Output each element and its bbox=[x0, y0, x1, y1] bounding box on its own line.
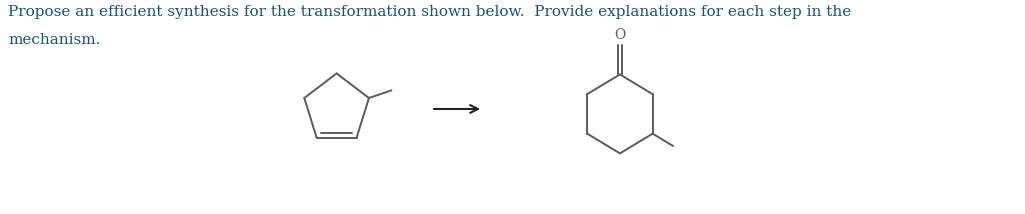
Text: Propose an efficient synthesis for the transformation shown below.  Provide expl: Propose an efficient synthesis for the t… bbox=[8, 5, 851, 19]
Text: O: O bbox=[614, 28, 625, 42]
Text: mechanism.: mechanism. bbox=[8, 33, 100, 47]
